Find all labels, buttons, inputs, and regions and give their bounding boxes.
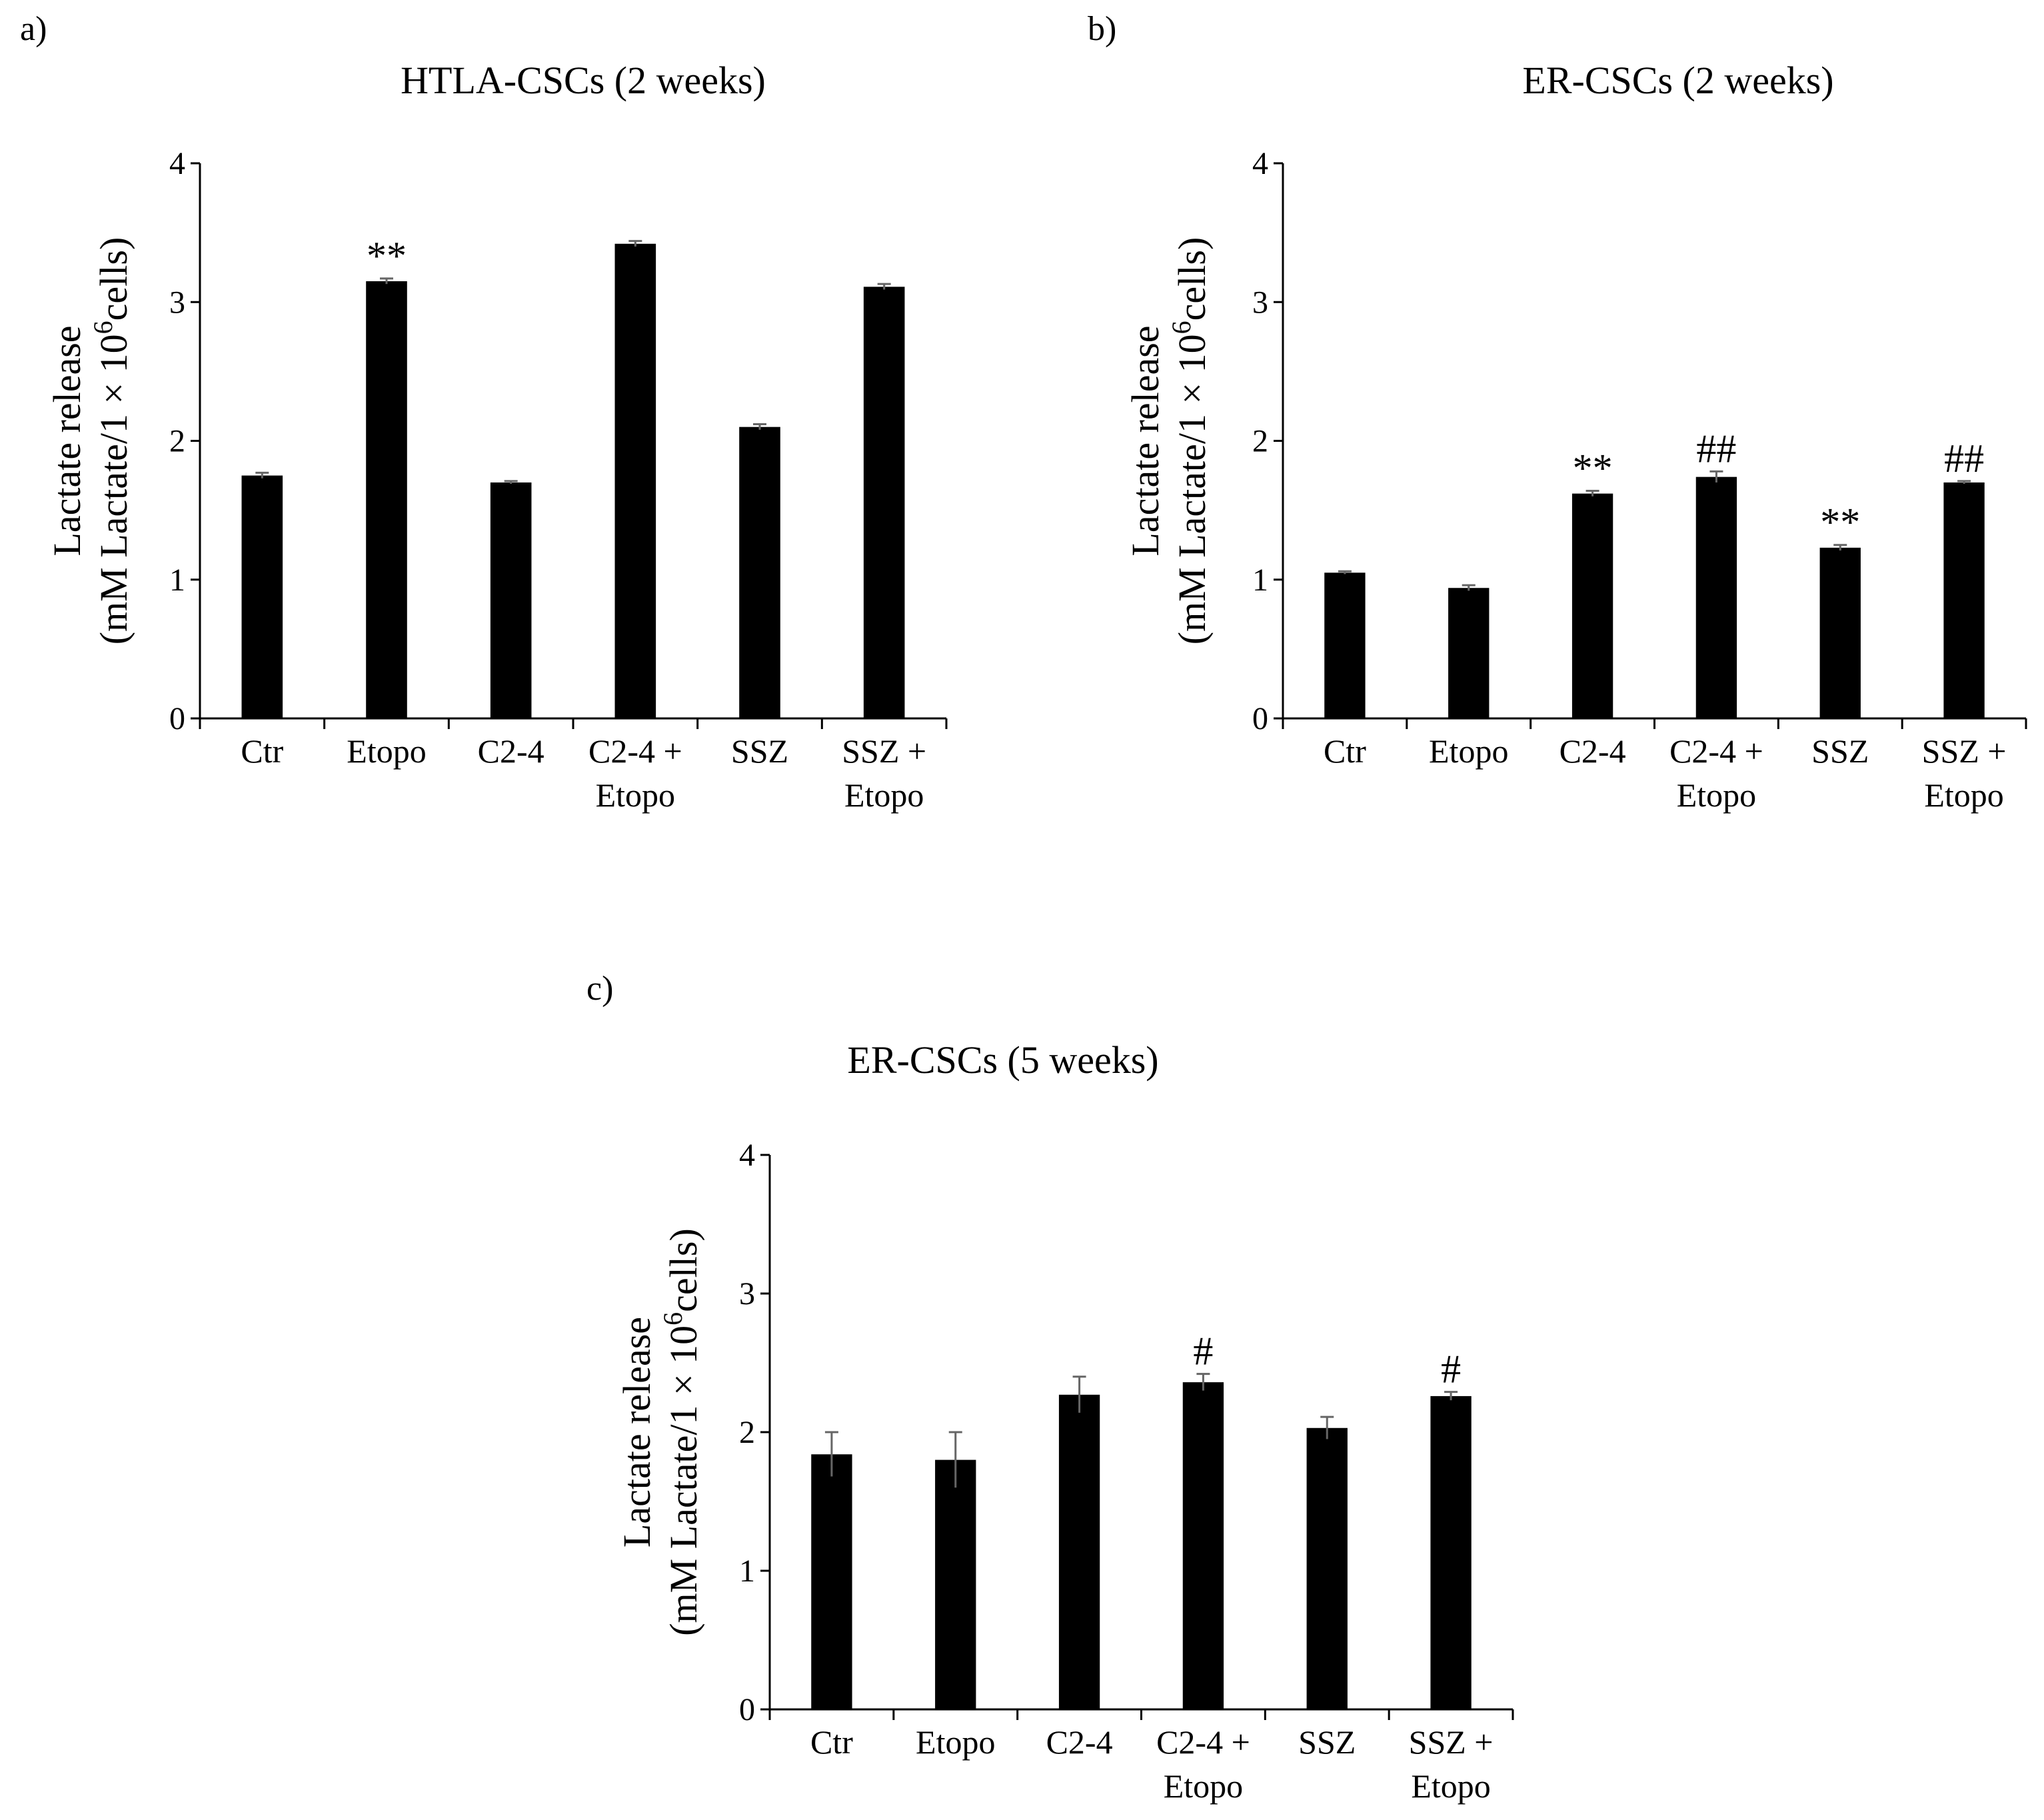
- y-axis-label: Lactate release: [615, 1317, 658, 1547]
- y-tick-label: 4: [169, 146, 185, 181]
- y-tick-label: 0: [739, 1692, 755, 1727]
- bar: [1819, 547, 1861, 718]
- x-tick-label: SSZ: [731, 732, 788, 770]
- x-tick-label: Etopo: [347, 732, 426, 770]
- bar: [1695, 476, 1737, 718]
- chart-title: HTLA-CSCs (2 weeks): [401, 59, 766, 102]
- x-tick-label: Etopo: [596, 776, 675, 814]
- bar: [1058, 1394, 1100, 1709]
- y-tick-label: 3: [169, 285, 185, 320]
- bar: [1943, 482, 1985, 718]
- y-tick-label: 2: [1252, 424, 1268, 459]
- y-tick-label: 1: [169, 562, 185, 598]
- bar: [811, 1454, 852, 1709]
- significance-mark: ##: [1944, 437, 1984, 480]
- x-tick-label: C2-4 +: [1156, 1723, 1250, 1761]
- y-axis-label: Lactate release: [1124, 325, 1167, 556]
- chart-panel-a: a) HTLA-CSCs (2 weeks) Lactate release (mM …: [20, 10, 948, 814]
- x-tick-label: C2-4: [1559, 732, 1626, 770]
- significance-mark: ##: [1696, 427, 1736, 470]
- x-tick-label: C2-4: [1046, 1723, 1113, 1761]
- x-tick-label: Etopo: [1924, 776, 2003, 814]
- significance-mark: #: [1193, 1330, 1213, 1373]
- chart-panel-b: b) ER-CSCs (2 weeks) Lactate release (mM La…: [1088, 10, 2027, 814]
- y-tick-label: 1: [739, 1553, 755, 1589]
- bar: [366, 281, 407, 718]
- y-axis-label-units: (mM Lactate/1 × 106cells): [1166, 237, 1214, 645]
- bar: [1182, 1382, 1224, 1709]
- x-tick-label: SSZ: [1811, 732, 1869, 770]
- x-tick-label: Etopo: [1677, 776, 1756, 814]
- significance-mark: **: [1820, 500, 1860, 544]
- panel-label: c): [586, 970, 613, 1008]
- panel-label: a): [20, 10, 47, 48]
- y-tick-label: 2: [739, 1415, 755, 1450]
- x-tick-label: SSZ: [1298, 1723, 1356, 1761]
- panel-label: b): [1088, 10, 1116, 48]
- x-tick-label: SSZ +: [1409, 1723, 1494, 1761]
- bar: [490, 482, 532, 718]
- x-tick-label: SSZ +: [1922, 732, 2007, 770]
- bar: [935, 1459, 976, 1709]
- bar: [1448, 588, 1490, 718]
- x-tick-label: Etopo: [1429, 732, 1508, 770]
- significance-mark: **: [367, 234, 407, 278]
- x-tick-label: C2-4: [478, 732, 544, 770]
- y-tick-label: 4: [739, 1138, 755, 1173]
- x-tick-label: Etopo: [844, 776, 924, 814]
- y-tick-label: 0: [169, 701, 185, 736]
- x-tick-label: Etopo: [1411, 1767, 1490, 1805]
- x-tick-label: Ctr: [810, 1723, 853, 1761]
- bar: [1571, 493, 1613, 718]
- x-tick-label: Ctr: [1324, 732, 1366, 770]
- x-tick-label: Etopo: [1164, 1767, 1243, 1805]
- bar: [863, 287, 905, 718]
- bar: [739, 427, 780, 718]
- bar: [1430, 1395, 1472, 1709]
- y-tick-label: 3: [1252, 285, 1268, 320]
- y-tick-label: 1: [1252, 562, 1268, 598]
- bar: [1324, 572, 1366, 718]
- chart-title: ER-CSCs (5 weeks): [847, 1038, 1158, 1082]
- bar: [241, 475, 283, 718]
- y-tick-label: 4: [1252, 146, 1268, 181]
- y-axis-label-units: (mM Lactate/1 × 106cells): [88, 237, 136, 645]
- x-tick-label: C2-4 +: [1669, 732, 1763, 770]
- y-tick-label: 3: [739, 1276, 755, 1312]
- chart-title: ER-CSCs (2 weeks): [1522, 59, 1833, 102]
- x-tick-label: Etopo: [916, 1723, 995, 1761]
- y-axis-label-units: (mM Lactate/1 × 106cells): [658, 1228, 706, 1636]
- significance-mark: **: [1573, 446, 1613, 490]
- chart-panel-c: c) ER-CSCs (5 weeks) Lactate release (mM La…: [586, 970, 1514, 1805]
- x-tick-label: SSZ +: [842, 732, 926, 770]
- bar: [1306, 1427, 1348, 1709]
- y-axis-label: Lactate release: [45, 325, 89, 556]
- significance-mark: #: [1441, 1348, 1461, 1391]
- x-tick-label: Ctr: [241, 732, 283, 770]
- bar: [614, 243, 656, 718]
- y-tick-label: 0: [1252, 701, 1268, 736]
- y-tick-label: 2: [169, 424, 185, 459]
- x-tick-label: C2-4 +: [588, 732, 682, 770]
